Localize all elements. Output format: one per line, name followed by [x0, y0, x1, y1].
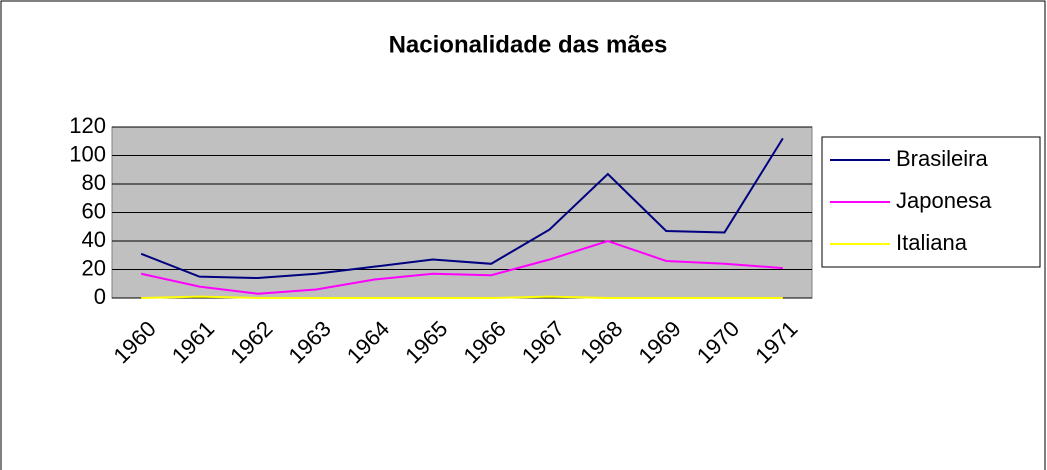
- legend-label: Japonesa: [896, 188, 992, 213]
- y-tick-label: 0: [94, 284, 106, 309]
- series-line: [140, 137, 784, 280]
- y-tick-label: 40: [82, 227, 106, 252]
- y-tick-label: 80: [82, 170, 106, 195]
- y-tick-label: 60: [82, 198, 106, 223]
- y-tick-label: 100: [69, 141, 106, 166]
- y-tick-label: 120: [69, 113, 106, 138]
- series-line: [140, 239, 783, 295]
- chart-title: Nacionalidade das mães: [389, 31, 668, 58]
- series-line: [141, 295, 783, 299]
- legend-label: Italiana: [896, 230, 968, 255]
- y-tick-label: 20: [82, 255, 106, 280]
- legend-label: Brasileira: [896, 146, 988, 171]
